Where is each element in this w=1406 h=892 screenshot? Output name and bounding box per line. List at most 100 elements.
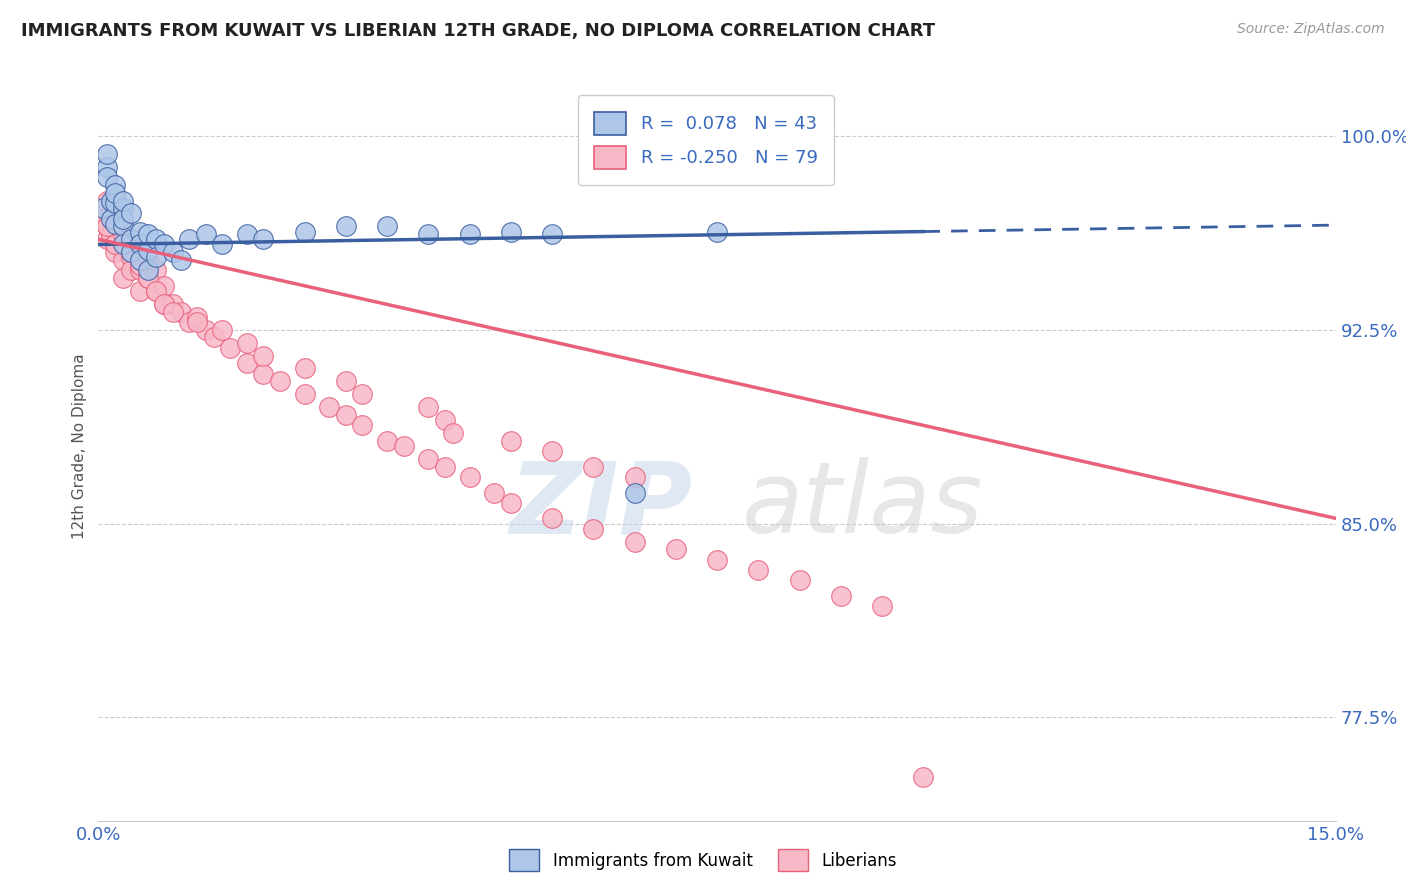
Point bbox=[96, 194, 118, 208]
Point bbox=[623, 534, 645, 549]
Point bbox=[870, 599, 893, 614]
Point bbox=[335, 375, 357, 389]
Point bbox=[120, 232, 142, 246]
Point bbox=[352, 387, 374, 401]
Point bbox=[104, 196, 127, 211]
Point bbox=[104, 245, 127, 260]
Point bbox=[335, 219, 357, 234]
Point bbox=[96, 147, 118, 161]
Point bbox=[335, 408, 357, 422]
Point bbox=[582, 522, 605, 536]
Point bbox=[153, 297, 176, 311]
Point bbox=[145, 284, 167, 298]
Point bbox=[375, 219, 398, 234]
Point bbox=[202, 330, 225, 344]
Point bbox=[104, 217, 127, 231]
Point bbox=[162, 304, 184, 318]
Point bbox=[96, 219, 118, 234]
Point bbox=[153, 278, 176, 293]
Point bbox=[112, 252, 135, 267]
Point bbox=[418, 227, 440, 241]
Point bbox=[179, 315, 201, 329]
Point bbox=[294, 225, 316, 239]
Point bbox=[96, 160, 118, 174]
Point bbox=[582, 459, 605, 474]
Point bbox=[145, 263, 167, 277]
Point bbox=[392, 439, 415, 453]
Point bbox=[120, 245, 142, 260]
Point bbox=[912, 770, 935, 784]
Point bbox=[104, 178, 127, 192]
Point bbox=[541, 227, 564, 241]
Point bbox=[128, 245, 150, 260]
Point bbox=[120, 232, 142, 246]
Point bbox=[104, 237, 127, 252]
Legend: R =  0.078   N = 43, R = -0.250   N = 79: R = 0.078 N = 43, R = -0.250 N = 79 bbox=[578, 95, 834, 186]
Point bbox=[112, 227, 135, 241]
Point bbox=[128, 258, 150, 272]
Point bbox=[499, 225, 522, 239]
Point bbox=[128, 237, 150, 252]
Point bbox=[375, 434, 398, 448]
Text: ZIP: ZIP bbox=[509, 458, 692, 555]
Point bbox=[120, 251, 142, 265]
Point bbox=[128, 263, 150, 277]
Point bbox=[194, 323, 217, 337]
Point bbox=[136, 252, 159, 267]
Point bbox=[170, 304, 193, 318]
Point bbox=[186, 310, 208, 324]
Point bbox=[706, 225, 728, 239]
Point bbox=[104, 206, 127, 220]
Point bbox=[90, 206, 112, 220]
Text: atlas: atlas bbox=[742, 458, 983, 555]
Point bbox=[236, 356, 259, 370]
Point bbox=[541, 511, 564, 525]
Point bbox=[665, 542, 688, 557]
Point bbox=[136, 271, 159, 285]
Point bbox=[145, 284, 167, 298]
Point bbox=[706, 552, 728, 566]
Point bbox=[269, 375, 291, 389]
Point bbox=[623, 485, 645, 500]
Point bbox=[145, 251, 167, 265]
Point bbox=[236, 227, 259, 241]
Point bbox=[100, 211, 122, 226]
Point bbox=[153, 237, 176, 252]
Point bbox=[112, 237, 135, 252]
Point bbox=[112, 237, 135, 252]
Point bbox=[100, 194, 122, 208]
Point bbox=[104, 237, 127, 252]
Point bbox=[211, 237, 233, 252]
Point bbox=[830, 589, 852, 603]
Point bbox=[112, 211, 135, 226]
Point bbox=[112, 202, 135, 216]
Point bbox=[104, 186, 127, 200]
Point bbox=[541, 444, 564, 458]
Point bbox=[433, 459, 456, 474]
Point bbox=[136, 271, 159, 285]
Point bbox=[252, 232, 274, 246]
Point bbox=[433, 413, 456, 427]
Point bbox=[128, 225, 150, 239]
Point bbox=[252, 349, 274, 363]
Text: Source: ZipAtlas.com: Source: ZipAtlas.com bbox=[1237, 22, 1385, 37]
Point bbox=[179, 232, 201, 246]
Point bbox=[219, 341, 242, 355]
Point bbox=[100, 227, 122, 241]
Point bbox=[441, 426, 464, 441]
Point bbox=[318, 401, 340, 415]
Point bbox=[120, 245, 142, 260]
Point bbox=[91, 211, 114, 226]
Point bbox=[352, 418, 374, 433]
Point bbox=[96, 232, 118, 246]
Point bbox=[747, 563, 769, 577]
Y-axis label: 12th Grade, No Diploma: 12th Grade, No Diploma bbox=[72, 353, 87, 539]
Point bbox=[112, 219, 135, 234]
Point bbox=[789, 574, 811, 588]
Point bbox=[484, 485, 506, 500]
Point bbox=[458, 227, 481, 241]
Point bbox=[458, 470, 481, 484]
Point bbox=[499, 496, 522, 510]
Point bbox=[128, 284, 150, 298]
Point bbox=[96, 170, 118, 185]
